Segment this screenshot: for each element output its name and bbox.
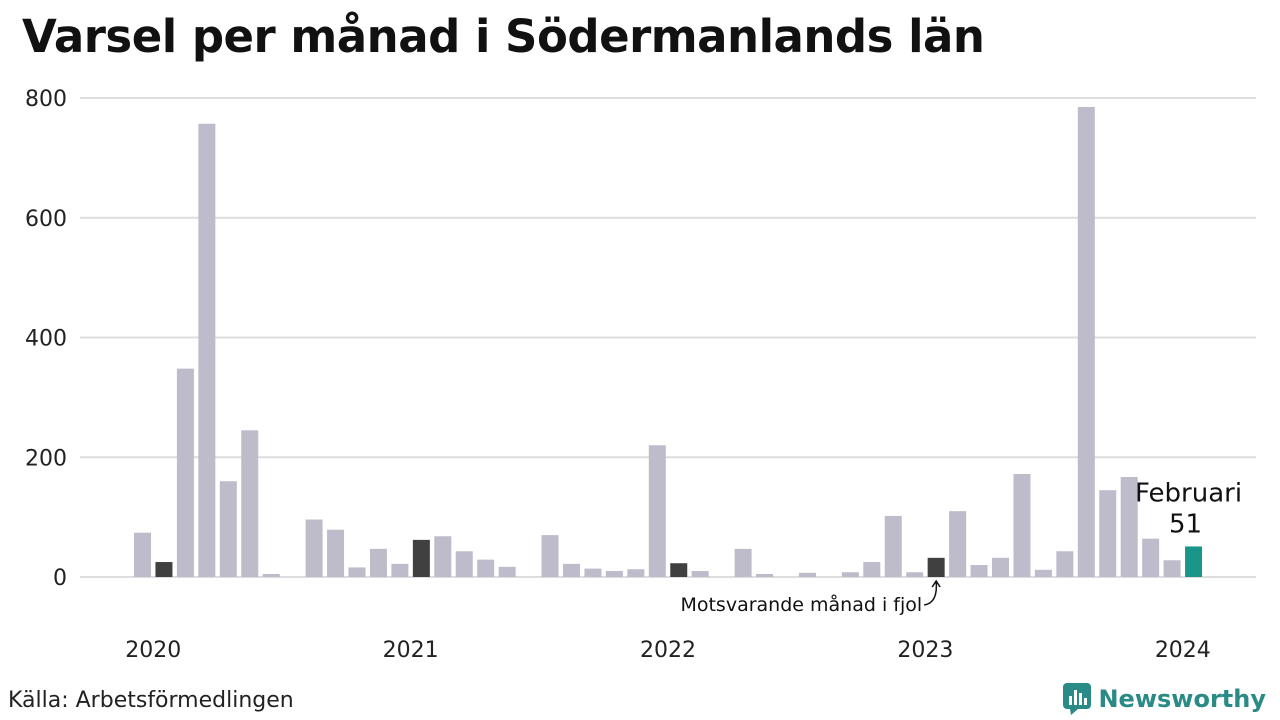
- bar-2021-02: [412, 539, 430, 577]
- bar-2023-01: [906, 572, 924, 577]
- brand-logo: Newsworthy: [1062, 682, 1266, 716]
- bar-2023-03: [949, 511, 967, 577]
- bar-2020-12: [369, 548, 387, 577]
- bar-2023-04: [970, 565, 988, 577]
- y-tick-label: 0: [53, 566, 67, 591]
- annotations: Februari 51 Motsvarande månad i fjol: [680, 478, 1242, 616]
- bar-chart: 0 200 400 600 800 2020 2021 2022 2023 2024 Febru…: [25, 87, 1256, 663]
- x-tick-label-2021: 2021: [383, 638, 439, 663]
- bar-2022-06: [756, 574, 774, 577]
- bar-2021-01: [391, 563, 409, 577]
- highlight-value-label: 51: [1169, 509, 1202, 539]
- y-tick-label: 800: [25, 87, 67, 112]
- bar-2020-02: [155, 562, 173, 577]
- bar-2021-06: [498, 566, 516, 577]
- bar-2021-11: [605, 571, 623, 577]
- bar-2020-01: [134, 532, 151, 577]
- bar-2021-05: [477, 559, 495, 577]
- bar-2021-03: [434, 536, 452, 577]
- y-tick-label: 600: [25, 207, 67, 232]
- bar-2020-06: [241, 430, 259, 577]
- bar-2020-05: [219, 481, 237, 577]
- bar-2020-09: [305, 519, 323, 577]
- bar-2023-10: [1099, 490, 1117, 577]
- bar-2020-03: [176, 368, 194, 577]
- x-tick-label-2020: 2020: [125, 638, 181, 663]
- highlight-month-label: Februari: [1135, 478, 1242, 508]
- bars: [134, 106, 1203, 577]
- x-tick-label-2023: 2023: [897, 638, 953, 663]
- y-tick-label: 200: [25, 446, 67, 471]
- bar-2023-08: [1056, 551, 1074, 577]
- bar-2022-01: [648, 445, 666, 577]
- chart-title: Varsel per månad i Södermanlands län: [22, 10, 985, 63]
- brand-name: Newsworthy: [1098, 685, 1266, 713]
- bar-2023-06: [1013, 474, 1031, 577]
- bar-2023-02: [927, 557, 945, 577]
- bar-2020-11: [348, 567, 366, 577]
- bar-2022-02: [670, 563, 688, 577]
- bar-2021-04: [455, 551, 473, 577]
- bar-2020-10: [327, 529, 345, 577]
- bar-2021-10: [584, 568, 602, 577]
- x-tick-label-2024: 2024: [1155, 638, 1211, 663]
- annotation-arrowhead: [931, 579, 941, 588]
- bar-2022-12: [884, 515, 902, 577]
- source-note: Källa: Arbetsförmedlingen: [8, 688, 294, 713]
- bar-2022-05: [734, 548, 752, 577]
- y-tick-label: 400: [25, 327, 67, 352]
- bar-2022-10: [841, 572, 859, 577]
- y-axis-ticks: 0 200 400 600 800: [25, 87, 67, 591]
- bar-2021-08: [541, 535, 559, 577]
- bar-2020-07: [262, 574, 280, 577]
- bar-2023-09: [1077, 106, 1095, 577]
- annotation-arrow: [923, 580, 938, 606]
- newsworthy-logo-icon: [1063, 683, 1092, 715]
- bar-2021-09: [563, 563, 580, 577]
- previous-year-annotation: Motsvarande månad i fjol: [680, 593, 922, 616]
- bar-2023-12: [1142, 538, 1160, 577]
- bar-2023-05: [992, 557, 1009, 577]
- bar-2022-03: [691, 571, 709, 577]
- bar-2022-08: [798, 572, 816, 577]
- bar-2024-01: [1163, 560, 1181, 577]
- bar-2023-11: [1120, 477, 1138, 577]
- x-axis-year-labels: 2020 2021 2022 2023 2024: [125, 638, 1211, 663]
- bar-2023-07: [1034, 569, 1052, 577]
- bar-2021-12: [627, 569, 645, 577]
- bar-2024-02: [1185, 546, 1203, 577]
- bar-2022-11: [863, 562, 881, 577]
- x-tick-label-2022: 2022: [640, 638, 696, 663]
- bar-2020-04: [198, 123, 216, 577]
